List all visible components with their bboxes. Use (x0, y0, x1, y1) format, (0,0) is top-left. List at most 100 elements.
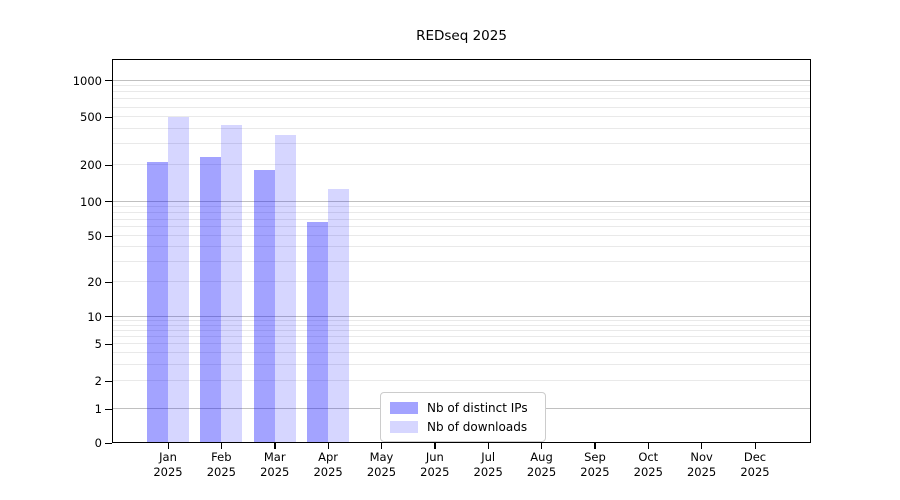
y-axis-tick-label: 100 (80, 194, 102, 209)
x-axis-tick-label: Feb 2025 (194, 450, 248, 479)
y-axis-tick-label: 1000 (72, 73, 102, 88)
y-gridline-minor (113, 235, 810, 237)
x-axis-tick-label: Jun 2025 (408, 450, 462, 479)
y-axis-tick-label: 20 (87, 275, 102, 290)
x-axis-tick-label: Nov 2025 (675, 450, 729, 479)
y-gridline-minor (113, 205, 810, 207)
y-axis-tick-label: 2 (94, 374, 102, 389)
y-gridline-minor (113, 363, 810, 365)
y-gridline-minor (113, 127, 810, 129)
bar-nb-of-downloads (274, 134, 296, 442)
y-gridline-minor (113, 142, 810, 144)
x-axis-tick (647, 443, 650, 449)
y-gridline-minor (113, 336, 810, 338)
x-axis-tick-label: May 2025 (354, 450, 408, 479)
y-gridline-minor (113, 164, 810, 166)
x-axis-tick-label: Aug 2025 (515, 450, 569, 479)
x-tick-month: Apr (318, 450, 339, 464)
y-axis-tick (105, 281, 112, 283)
x-axis-tick (487, 443, 489, 449)
x-tick-month: Jan (159, 450, 177, 464)
x-tick-year: 2025 (153, 464, 183, 479)
x-tick-month: May (369, 450, 394, 464)
y-gridline-minor (113, 211, 810, 213)
x-axis-tick (701, 443, 703, 449)
x-axis-tick (220, 443, 223, 449)
bar-nb-of-distinct-ips (147, 161, 168, 442)
bar-nb-of-downloads (328, 188, 350, 442)
x-tick-month: Oct (638, 450, 659, 464)
plot-area (113, 60, 810, 442)
bar-nb-of-downloads (168, 117, 189, 442)
x-tick-month: Aug (530, 450, 553, 464)
y-gridline-minor (113, 324, 810, 326)
x-tick-year: 2025 (580, 464, 610, 479)
x-tick-year: 2025 (686, 464, 717, 479)
x-axis-tick-label: Dec 2025 (728, 450, 782, 479)
y-gridline-minor (113, 260, 810, 262)
x-axis-tick-label: Jul 2025 (461, 450, 515, 479)
y-axis-tick (105, 164, 112, 167)
legend: Nb of distinct IPs Nb of downloads (380, 392, 546, 442)
y-axis-tick-label: 1 (94, 402, 102, 416)
y-gridline-minor (113, 91, 810, 93)
y-gridline-major (113, 200, 810, 202)
x-tick-year: 2025 (740, 464, 770, 479)
x-axis-tick (594, 443, 596, 449)
y-axis-tick-label: 500 (80, 110, 102, 125)
y-axis-tick-label: 200 (80, 158, 102, 173)
y-axis-tick (105, 116, 112, 118)
x-tick-year: 2025 (313, 464, 343, 479)
y-gridline-minor (113, 98, 810, 100)
x-tick-month: Mar (263, 450, 286, 464)
bar-nb-of-downloads (221, 124, 243, 442)
legend-label: Nb of downloads (427, 419, 528, 434)
x-axis-tick-label: Apr 2025 (301, 450, 355, 479)
y-axis-tick-label: 10 (87, 309, 102, 324)
x-tick-month: Sep (584, 450, 606, 464)
legend-swatch (390, 401, 418, 414)
y-axis-tick (105, 380, 112, 382)
bar-nb-of-distinct-ips (253, 169, 275, 442)
legend-item: Nb of distinct IPs (390, 398, 536, 417)
x-tick-month: Jun (425, 450, 444, 464)
x-tick-month: Nov (690, 450, 713, 464)
y-gridline-minor (113, 352, 810, 354)
y-gridline-minor (113, 319, 810, 321)
x-tick-month: Feb (211, 450, 232, 464)
y-axis-tick-label: 0 (94, 436, 102, 450)
y-axis-tick-label: 5 (94, 337, 102, 352)
y-gridline-major (113, 79, 810, 81)
y-gridline-minor (113, 343, 810, 345)
y-gridline-minor (113, 116, 810, 118)
y-gridline-minor (113, 106, 810, 108)
y-gridline-minor (113, 226, 810, 228)
x-axis-tick-label: Sep 2025 (568, 450, 622, 479)
y-axis-tick (105, 80, 112, 82)
y-gridline-minor (113, 329, 810, 331)
y-gridline-minor (113, 218, 810, 220)
x-axis-tick (327, 443, 329, 449)
x-axis-tick (434, 443, 436, 449)
x-axis-tick (541, 443, 543, 449)
y-gridline-minor (113, 281, 810, 283)
y-axis-tick (105, 408, 112, 410)
x-tick-year: 2025 (206, 464, 236, 479)
y-axis-tick-label: 50 (87, 229, 102, 244)
x-tick-year: 2025 (473, 464, 503, 479)
y-axis-tick (105, 442, 112, 444)
y-axis-tick (105, 201, 112, 203)
y-axis-tick (105, 343, 112, 346)
x-tick-year: 2025 (633, 464, 663, 479)
x-axis-tick-label: Jan 2025 (141, 450, 195, 479)
x-axis-tick-label: Mar 2025 (248, 450, 302, 479)
x-axis-tick-label: Oct 2025 (621, 450, 675, 479)
legend-swatch (390, 420, 418, 433)
bar-nb-of-distinct-ips (200, 156, 222, 442)
bar-nb-of-distinct-ips (307, 222, 329, 442)
y-axis-tick (105, 235, 112, 238)
x-tick-year: 2025 (366, 464, 397, 479)
x-tick-year: 2025 (526, 464, 557, 479)
x-axis-tick (167, 443, 169, 449)
